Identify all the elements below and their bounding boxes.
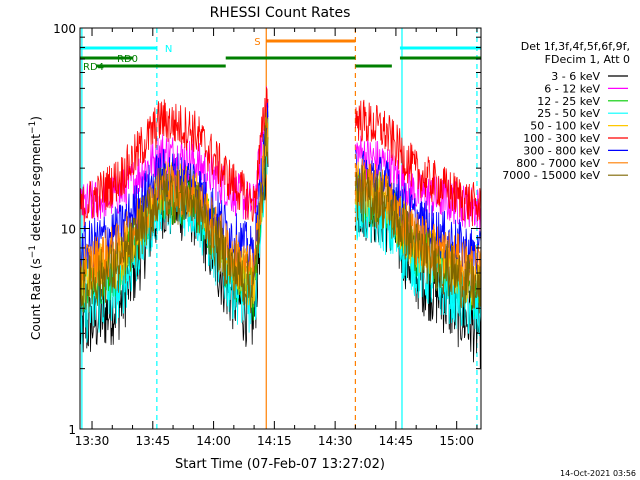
y-tick-label-1: 10 xyxy=(61,223,76,237)
y-axis-label-sup1: −1 xyxy=(28,245,38,258)
legend-label-3: 25 - 50 keV xyxy=(537,107,600,120)
status-label-1: S xyxy=(254,37,260,48)
x-tick-label-6: 15:00 xyxy=(439,434,474,448)
legend-label-4: 50 - 100 keV xyxy=(530,120,600,133)
status-label-3: RD4 xyxy=(83,62,104,73)
series-5 xyxy=(79,87,482,229)
status-bars: N S RD0 RD4 xyxy=(79,37,481,73)
y-axis-label-sup2: −1 xyxy=(28,121,38,134)
legend-label-0: 3 - 6 keV xyxy=(551,70,600,83)
legend-header-line-1: Det 1f,3f,4f,5f,6f,9f, xyxy=(521,40,630,53)
x-tick-label-3: 14:15 xyxy=(257,434,292,448)
y-axis-label: Count Rate (s−1 detector segment−1) xyxy=(28,116,43,340)
legend-label-1: 6 - 12 keV xyxy=(544,82,600,95)
y-tick-label-0: 1 xyxy=(68,423,76,437)
legend-label-7: 800 - 7000 keV xyxy=(516,157,600,170)
legend-label-8: 7000 - 15000 keV xyxy=(502,169,600,182)
legend-label-2: 12 - 25 keV xyxy=(537,95,600,108)
legend-label-5: 100 - 300 keV xyxy=(523,132,600,145)
series-8 xyxy=(79,112,482,317)
x-tick-label-4: 14:30 xyxy=(318,434,353,448)
status-label-0: N xyxy=(165,44,172,55)
chart-title: RHESSI Count Rates xyxy=(210,5,351,21)
render-timestamp: 14-Oct-2021 03:56 xyxy=(560,469,636,478)
y-axis-label-end: ) xyxy=(29,116,43,121)
x-tick-label-2: 14:00 xyxy=(196,434,231,448)
x-tick-label-1: 13:45 xyxy=(136,434,171,448)
series-group xyxy=(79,86,482,369)
y-axis-label-mid: detector segment xyxy=(29,134,43,245)
legend-header-line-2: FDecim 1, Att 0 xyxy=(545,53,630,66)
x-tick-label-5: 14:45 xyxy=(379,434,414,448)
x-axis-label: Start Time (07-Feb-07 13:27:02) xyxy=(175,457,385,472)
status-label-2: RD0 xyxy=(117,54,138,65)
y-tick-label-2: 100 xyxy=(53,22,76,36)
legend-label-6: 300 - 800 keV xyxy=(523,144,600,157)
axis-ticks: 13:30 13:45 14:00 14:15 14:30 14:45 15:00 1 10 10… xyxy=(53,22,481,448)
y-axis-label-base: Count Rate (s xyxy=(29,258,43,340)
x-tick-label-0: 13:30 xyxy=(75,434,110,448)
